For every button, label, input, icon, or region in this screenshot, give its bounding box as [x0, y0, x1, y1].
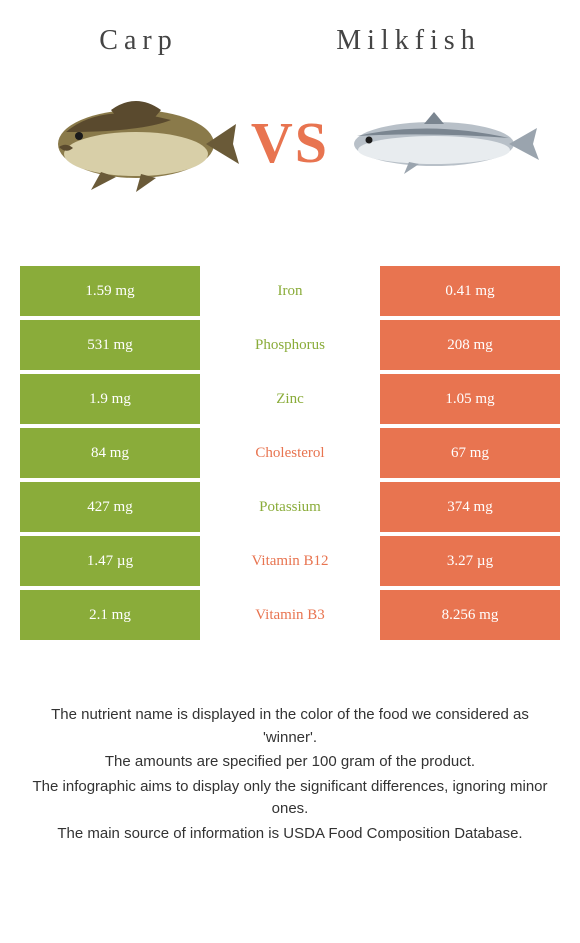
milkfish-value: 0.41 mg — [380, 266, 560, 316]
title-milkfish: Milkfish — [336, 25, 480, 57]
table-row: 84 mgCholesterol67 mg — [20, 428, 560, 478]
nutrient-label: Iron — [200, 266, 380, 316]
table-row: 427 mgPotassium374 mg — [20, 482, 560, 532]
images-row: VS — [20, 82, 560, 202]
milkfish-value: 3.27 µg — [380, 536, 560, 586]
nutrient-label: Phosphorus — [200, 320, 380, 370]
footer: The nutrient name is displayed in the co… — [20, 704, 560, 845]
carp-value: 427 mg — [20, 482, 200, 532]
footer-line1: The nutrient name is displayed in the co… — [30, 704, 550, 749]
nutrient-label: Cholesterol — [200, 428, 380, 478]
carp-value: 1.47 µg — [20, 536, 200, 586]
title-carp: Carp — [99, 25, 177, 57]
table-row: 1.9 mgZinc1.05 mg — [20, 374, 560, 424]
milkfish-value: 374 mg — [380, 482, 560, 532]
milkfish-value: 67 mg — [380, 428, 560, 478]
vs-label: VS — [251, 109, 329, 176]
nutrient-label: Zinc — [200, 374, 380, 424]
milkfish-value: 208 mg — [380, 320, 560, 370]
carp-image — [41, 82, 241, 202]
carp-value: 2.1 mg — [20, 590, 200, 640]
carp-value: 531 mg — [20, 320, 200, 370]
nutrient-label: Vitamin B3 — [200, 590, 380, 640]
nutrient-label: Potassium — [200, 482, 380, 532]
milkfish-value: 8.256 mg — [380, 590, 560, 640]
carp-value: 1.9 mg — [20, 374, 200, 424]
table-row: 1.59 mgIron0.41 mg — [20, 266, 560, 316]
table-row: 2.1 mgVitamin B38.256 mg — [20, 590, 560, 640]
footer-line3: The infographic aims to display only the… — [30, 776, 550, 821]
nutrient-label: Vitamin B12 — [200, 536, 380, 586]
footer-line2: The amounts are specified per 100 gram o… — [30, 751, 550, 774]
header: Carp Milkfish — [20, 25, 560, 57]
table-row: 531 mgPhosphorus208 mg — [20, 320, 560, 370]
nutrient-table: 1.59 mgIron0.41 mg531 mgPhosphorus208 mg… — [20, 262, 560, 644]
table-row: 1.47 µgVitamin B123.27 µg — [20, 536, 560, 586]
milkfish-value: 1.05 mg — [380, 374, 560, 424]
footer-line4: The main source of information is USDA F… — [30, 823, 550, 846]
carp-value: 84 mg — [20, 428, 200, 478]
carp-value: 1.59 mg — [20, 266, 200, 316]
milkfish-image — [339, 82, 539, 202]
